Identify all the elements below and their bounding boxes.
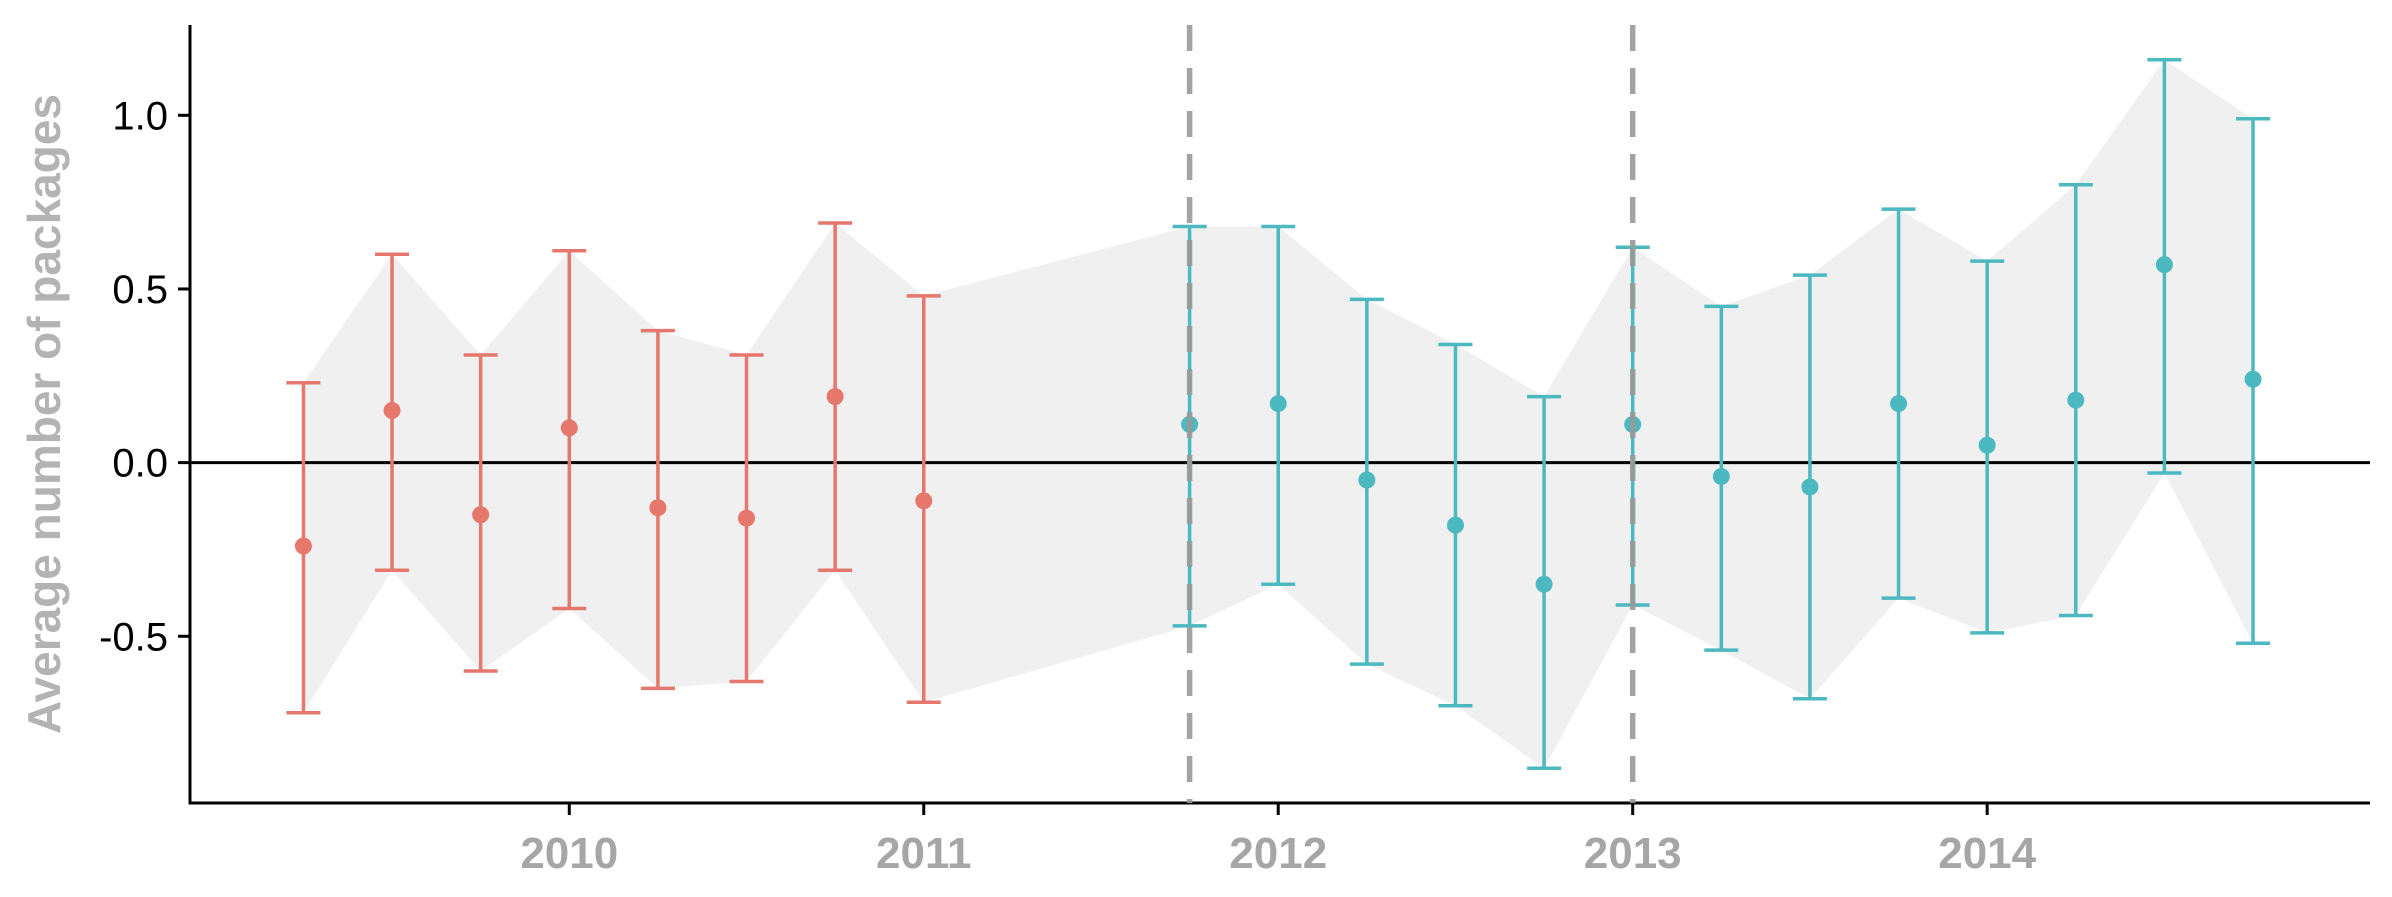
x-tick-label: 2013 <box>1584 829 1682 878</box>
y-tick-label: 0.5 <box>112 268 168 312</box>
data-point <box>383 402 401 420</box>
data-point <box>738 509 756 527</box>
labels-layer: -0.5 0.0 0.5 1.0 2010 2011 2012 2013 2014 Average… <box>18 94 2037 878</box>
data-point <box>1269 395 1287 413</box>
data-point <box>826 388 844 406</box>
x-tick-label: 2011 <box>876 829 971 878</box>
data-point <box>1712 468 1730 486</box>
data-point <box>915 492 933 510</box>
data-point <box>1890 395 1908 413</box>
data-point <box>472 506 490 524</box>
data-point <box>1446 516 1464 534</box>
data-point <box>1978 436 1996 454</box>
x-tick-label: 2010 <box>520 829 618 878</box>
data-point <box>649 499 667 517</box>
y-tick-label: 0.0 <box>112 442 168 486</box>
y-tick-label: 1.0 <box>112 94 168 138</box>
y-axis-title: Average number of packages <box>18 94 70 734</box>
data-point <box>2244 370 2262 388</box>
data-point <box>2067 391 2085 409</box>
axes-layer <box>178 25 2370 815</box>
x-tick-label: 2014 <box>1938 829 2036 878</box>
data-point <box>2155 256 2173 274</box>
data-point <box>1535 575 1553 593</box>
data-point <box>1358 471 1376 489</box>
data-point <box>294 537 312 555</box>
x-tick-label: 2012 <box>1229 829 1327 878</box>
points-layer <box>294 256 2262 593</box>
y-tick-label: -0.5 <box>99 615 168 659</box>
data-point <box>560 419 578 437</box>
data-point <box>1801 478 1819 496</box>
